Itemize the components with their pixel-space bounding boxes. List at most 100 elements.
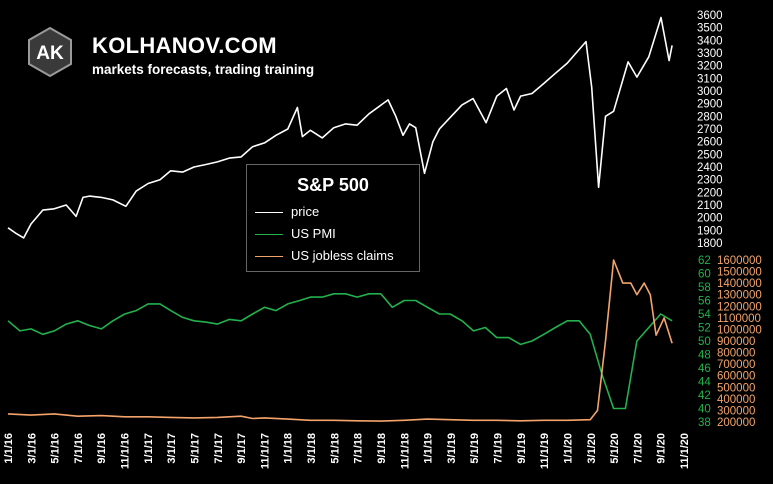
series-claims-line [7, 259, 673, 422]
legend-swatch-claims [255, 256, 283, 257]
pmi-tick-label: 44 [698, 377, 711, 389]
price-tick-label: 3300 [697, 48, 723, 60]
x-axis: 1/1/16 3/1/16 5/1/16 7/1/16 9/1/16 11/1/16 1/1… [3, 433, 691, 469]
price-tick-label: 3000 [697, 86, 723, 98]
pmi-tick-label: 54 [698, 309, 711, 321]
x-tick-label: 1/1/16 [3, 433, 15, 464]
x-tick-label: 11/1/18 [399, 433, 411, 469]
x-tick-label: 9/1/16 [96, 433, 108, 464]
legend-label-pmi: US PMI [291, 226, 336, 241]
claims-tick-label: 900000 [717, 336, 755, 348]
series-pmi-line [7, 292, 673, 410]
x-tick-label: 11/1/20 [679, 433, 691, 469]
x-tick-label: 11/1/17 [259, 433, 271, 469]
price-tick-label: 3100 [697, 73, 723, 85]
claims-tick-label: 1300000 [717, 290, 762, 302]
pmi-tick-label: 42 [698, 390, 711, 402]
price-tick-label: 3600 [697, 10, 723, 22]
legend-item-price: price [255, 204, 415, 222]
price-tick-label: 1900 [697, 225, 723, 237]
x-tick-label: 7/1/19 [493, 433, 505, 464]
x-tick-label: 3/1/16 [26, 433, 38, 464]
x-tick-label: 5/1/19 [469, 433, 481, 464]
claims-tick-label: 1000000 [717, 324, 762, 336]
pmi-tick-label: 52 [698, 323, 711, 335]
claims-tick-label: 1600000 [717, 255, 762, 267]
legend-swatch-pmi [255, 234, 283, 235]
series-price-line [7, 16, 673, 239]
x-tick-label: 1/1/18 [283, 433, 295, 464]
price-tick-label: 2200 [697, 187, 723, 199]
pmi-tick-label: 56 [698, 296, 711, 308]
price-axis: 1800190020002100220023002400250026002700… [697, 10, 723, 250]
legend-swatch-price [255, 212, 283, 213]
x-tick-label: 3/1/17 [166, 433, 178, 464]
x-tick-label: 3/1/19 [446, 433, 458, 464]
price-tick-label: 2000 [697, 213, 723, 225]
claims-tick-label: 1100000 [717, 313, 761, 325]
legend-box: S&P 500 price US PMI US jobless claims [246, 164, 420, 272]
price-tick-label: 2500 [697, 149, 723, 161]
price-tick-label: 3400 [697, 35, 723, 47]
brand-name[interactable]: KOLHANOV.COM [92, 33, 277, 58]
series-layer [7, 16, 673, 422]
price-tick-label: 2700 [697, 124, 723, 136]
x-tick-label: 3/1/20 [586, 433, 598, 464]
claims-tick-label: 500000 [717, 382, 755, 394]
pmi-tick-label: 60 [698, 269, 711, 281]
x-tick-label: 5/1/20 [609, 433, 621, 464]
x-tick-label: 5/1/18 [329, 433, 341, 464]
x-tick-label: 3/1/18 [306, 433, 318, 464]
claims-tick-label: 300000 [717, 405, 755, 417]
pmi-tick-label: 62 [698, 255, 711, 267]
x-tick-label: 5/1/16 [50, 433, 62, 464]
x-tick-label: 1/1/19 [423, 433, 435, 464]
pmi-tick-label: 40 [698, 404, 711, 416]
claims-tick-label: 1400000 [717, 278, 762, 290]
legend-item-claims: US jobless claims [255, 248, 415, 266]
pmi-tick-label: 50 [698, 336, 711, 348]
pmi-tick-label: 38 [698, 417, 711, 429]
price-tick-label: 2100 [697, 200, 723, 212]
x-tick-label: 9/1/19 [516, 433, 528, 464]
x-tick-label: 7/1/17 [213, 433, 225, 464]
brand-tagline: markets forecasts, trading training [92, 62, 315, 77]
pmi-tick-label: 46 [698, 363, 711, 375]
legend-label-price: price [291, 204, 320, 219]
price-tick-label: 3500 [697, 23, 723, 35]
price-tick-label: 2800 [697, 111, 723, 123]
claims-tick-label: 200000 [717, 417, 755, 429]
price-tick-label: 2900 [697, 99, 723, 111]
claims-tick-label: 600000 [717, 371, 755, 383]
claims-tick-label: 1200000 [717, 301, 762, 313]
claims-tick-label: 800000 [717, 348, 755, 360]
price-tick-label: 3200 [697, 61, 723, 73]
x-tick-label: 9/1/20 [656, 433, 668, 464]
x-tick-label: 7/1/20 [632, 433, 644, 464]
price-tick-label: 2300 [697, 175, 723, 187]
claims-tick-label: 1500000 [717, 267, 762, 279]
chart-title: S&P 500 [297, 175, 369, 195]
pmi-tick-label: 58 [698, 282, 711, 294]
x-tick-label: 9/1/18 [376, 433, 388, 464]
x-tick-label: 7/1/18 [353, 433, 365, 464]
claims-tick-label: 400000 [717, 394, 755, 406]
logo-icon: AK [28, 26, 72, 78]
legend-item-pmi: US PMI [255, 226, 415, 244]
x-tick-label: 9/1/17 [236, 433, 248, 464]
x-tick-label: 1/1/20 [562, 433, 574, 464]
claims-tick-label: 700000 [717, 359, 755, 371]
legend-label-claims: US jobless claims [291, 248, 394, 263]
x-tick-label: 11/1/19 [539, 433, 551, 469]
price-tick-label: 2400 [697, 162, 723, 174]
x-tick-label: 5/1/17 [190, 433, 202, 464]
x-tick-label: 7/1/16 [73, 433, 85, 464]
price-tick-label: 2600 [697, 137, 723, 149]
x-tick-label: 11/1/16 [120, 433, 132, 469]
claims-axis: 2000003000004000005000006000007000008000… [717, 255, 762, 429]
pmi-tick-label: 48 [698, 350, 711, 362]
price-tick-label: 1800 [697, 238, 723, 250]
logo-text: AK [36, 43, 64, 64]
